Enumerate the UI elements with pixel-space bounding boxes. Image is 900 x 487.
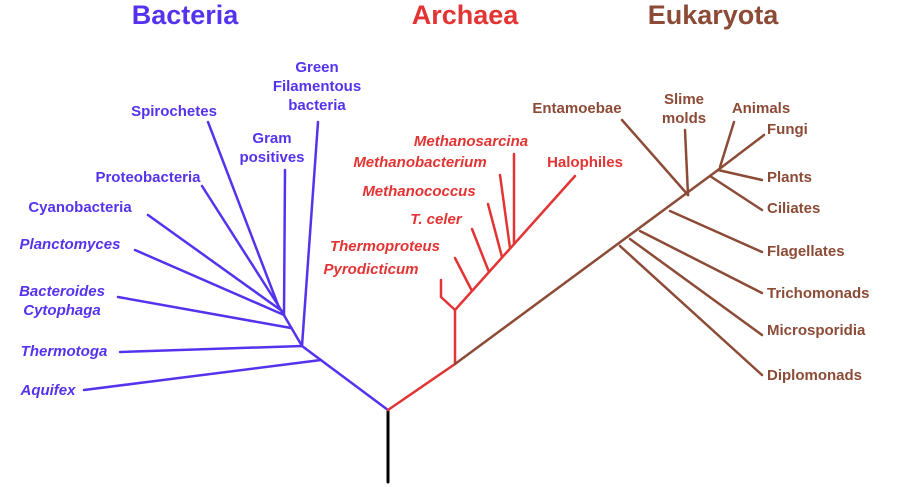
leaf-label: Entamoebae (532, 100, 621, 117)
leaf-label: molds (662, 110, 706, 127)
leaf-label: Animals (732, 100, 790, 117)
leaf-label: Microsporidia (767, 322, 866, 339)
leaf-label: bacteria (288, 97, 346, 114)
leaf-label: Aquifex (19, 382, 76, 399)
group-title: Archaea (412, 0, 520, 30)
leaf-label: positives (239, 149, 304, 166)
leaf-label: Flagellates (767, 243, 845, 260)
leaf-label: Cyanobacteria (28, 199, 132, 216)
archaea-branches (386, 152, 577, 412)
leaf-label: Cytophaga (23, 302, 101, 319)
leaf-label: Gram (252, 130, 291, 147)
leaf-label: Trichomonads (767, 285, 870, 302)
leaf-label: Halophiles (547, 154, 623, 171)
leaf-label: Ciliates (767, 200, 820, 217)
leaf-label: Spirochetes (131, 103, 217, 120)
leaf-label: Planctomyces (20, 236, 121, 253)
group-title: Bacteria (132, 0, 240, 30)
leaf-label: Filamentous (273, 78, 361, 95)
leaf-label: Fungi (767, 121, 808, 138)
leaf-label: Green (295, 59, 338, 76)
leaf-label: Methanosarcina (414, 133, 528, 150)
leaf-label: T. celer (410, 211, 463, 228)
leaf-label: Thermotoga (21, 343, 108, 360)
leaf-label: Proteobacteria (95, 169, 201, 186)
leaf-label: Methanobacterium (353, 154, 486, 171)
group-title: Eukaryota (648, 0, 780, 30)
leaf-label: Methanococcus (362, 183, 475, 200)
leaf-label: Thermoproteus (330, 238, 440, 255)
leaf-label: Plants (767, 169, 812, 186)
eukaryota-branches (453, 118, 766, 377)
branches (82, 118, 766, 484)
leaf-label: Bacteroides (19, 283, 105, 300)
leaf-label: Pyrodicticum (323, 261, 418, 278)
leaf-label: Diplomonads (767, 367, 862, 384)
bacteria-branches (82, 120, 390, 412)
leaf-label: Slime (664, 91, 704, 108)
